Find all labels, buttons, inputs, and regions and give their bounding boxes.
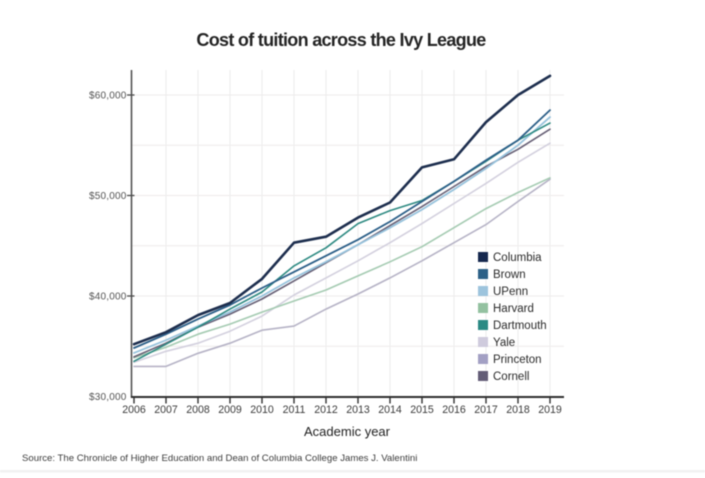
svg-text:2014: 2014 bbox=[378, 404, 402, 416]
svg-text:2011: 2011 bbox=[283, 404, 306, 416]
svg-text:$30,000: $30,000 bbox=[89, 392, 127, 403]
svg-text:Cornell: Cornell bbox=[493, 371, 529, 383]
svg-text:Academic year: Academic year bbox=[304, 424, 391, 439]
svg-text:2017: 2017 bbox=[474, 404, 498, 416]
svg-text:$60,000: $60,000 bbox=[89, 90, 127, 101]
svg-text:Source: The Chronicle of Highe: Source: The Chronicle of Higher Educatio… bbox=[22, 453, 417, 464]
svg-text:Harvard: Harvard bbox=[493, 303, 534, 315]
svg-text:UPenn: UPenn bbox=[493, 286, 528, 298]
svg-text:Columbia: Columbia bbox=[493, 252, 542, 264]
svg-text:Cost of tuition across the Ivy: Cost of tuition across the Ivy League bbox=[196, 30, 486, 50]
svg-text:2010: 2010 bbox=[250, 404, 274, 416]
svg-text:Dartmouth: Dartmouth bbox=[493, 320, 547, 332]
svg-text:$50,000: $50,000 bbox=[89, 191, 127, 202]
svg-text:2016: 2016 bbox=[442, 404, 466, 416]
svg-text:2008: 2008 bbox=[186, 404, 210, 416]
svg-text:2006: 2006 bbox=[122, 404, 146, 416]
svg-text:Yale: Yale bbox=[493, 337, 515, 349]
svg-text:Brown: Brown bbox=[493, 269, 526, 281]
svg-text:2019: 2019 bbox=[538, 404, 562, 416]
svg-text:$40,000: $40,000 bbox=[89, 291, 127, 302]
svg-text:2007: 2007 bbox=[154, 404, 178, 416]
svg-text:2015: 2015 bbox=[410, 404, 434, 416]
svg-text:2009: 2009 bbox=[218, 404, 242, 416]
svg-text:2013: 2013 bbox=[346, 404, 370, 416]
svg-text:2018: 2018 bbox=[506, 404, 530, 416]
svg-text:2012: 2012 bbox=[314, 404, 338, 416]
svg-text:Princeton: Princeton bbox=[493, 354, 542, 366]
